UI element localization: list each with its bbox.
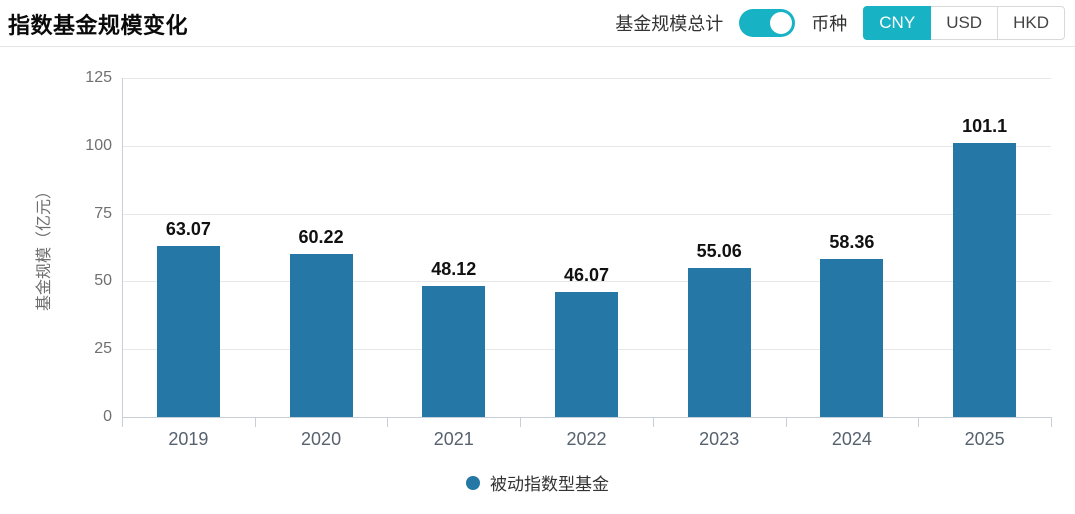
y-axis-title: 基金规模（亿元） bbox=[36, 182, 53, 312]
legend-dot-icon bbox=[466, 475, 480, 490]
y-tick-label: 0 bbox=[103, 408, 112, 425]
x-axis-line bbox=[122, 417, 1052, 418]
currency-label: 币种 bbox=[811, 14, 848, 34]
chart: 基金规模（亿元） 0 25 50 75 100 125 63.07 2019 60.22 2020… bbox=[0, 47, 1075, 514]
x-axis-tick bbox=[254, 418, 256, 427]
currency-button-group: CNY USD HKD bbox=[863, 6, 1065, 40]
bar-value-label: 46.07 bbox=[563, 265, 610, 286]
bar-value-label: 55.06 bbox=[696, 240, 742, 261]
page-title: 指数基金规模变化 bbox=[8, 13, 189, 38]
x-tick-label: 2021 bbox=[433, 429, 474, 449]
bar-value-label: 101.1 bbox=[962, 115, 1008, 136]
gridline bbox=[123, 213, 1051, 215]
legend-item[interactable]: 被动指数型基金 bbox=[466, 470, 609, 495]
x-tick-label: 2022 bbox=[566, 429, 607, 449]
bar-value-label: 63.07 bbox=[165, 218, 211, 239]
bar[interactable] bbox=[953, 142, 1017, 417]
total-toggle-switch[interactable] bbox=[739, 9, 796, 37]
bar[interactable] bbox=[555, 292, 618, 417]
gridline bbox=[123, 145, 1051, 147]
bar-value-label: 60.22 bbox=[298, 226, 344, 247]
y-tick-label: 75 bbox=[94, 204, 112, 222]
legend-label: 被动指数型基金 bbox=[490, 475, 609, 494]
y-tick-label: 50 bbox=[94, 272, 112, 290]
bar[interactable] bbox=[687, 267, 751, 417]
x-axis-tick bbox=[918, 418, 920, 427]
x-axis-tick bbox=[520, 418, 522, 427]
y-tick-label: 25 bbox=[94, 340, 112, 358]
legend: 被动指数型基金 bbox=[0, 470, 1075, 495]
x-axis-tick bbox=[1051, 418, 1052, 427]
x-tick-label: 2019 bbox=[168, 429, 209, 449]
currency-option-cny[interactable]: CNY bbox=[863, 6, 932, 40]
bar[interactable] bbox=[422, 286, 486, 417]
bar-value-label: 58.36 bbox=[829, 231, 875, 252]
total-toggle-label: 基金规模总计 bbox=[615, 14, 724, 34]
bar[interactable] bbox=[289, 253, 353, 417]
header-controls: 基金规模总计 币种 CNY USD HKD bbox=[615, 0, 1065, 46]
x-axis-tick bbox=[122, 418, 123, 427]
x-tick-label: 2025 bbox=[964, 429, 1005, 449]
header-divider bbox=[0, 46, 1075, 47]
toggle-knob-icon bbox=[770, 12, 793, 34]
gridline bbox=[123, 281, 1051, 283]
bar[interactable] bbox=[156, 245, 220, 417]
x-tick-label: 2023 bbox=[699, 429, 740, 449]
y-axis-line bbox=[122, 78, 123, 417]
x-axis-tick bbox=[387, 418, 389, 427]
x-axis-tick bbox=[652, 418, 654, 427]
y-tick-label: 100 bbox=[85, 136, 112, 154]
y-tick-label: 125 bbox=[85, 69, 112, 86]
gridline bbox=[123, 78, 1051, 79]
currency-option-usd[interactable]: USD bbox=[930, 6, 999, 40]
currency-option-hkd[interactable]: HKD bbox=[997, 6, 1065, 40]
x-tick-label: 2024 bbox=[831, 429, 872, 449]
x-tick-label: 2020 bbox=[301, 429, 342, 449]
bar-value-label: 48.12 bbox=[431, 259, 477, 280]
x-axis-tick bbox=[785, 418, 787, 427]
bar[interactable] bbox=[820, 258, 884, 417]
